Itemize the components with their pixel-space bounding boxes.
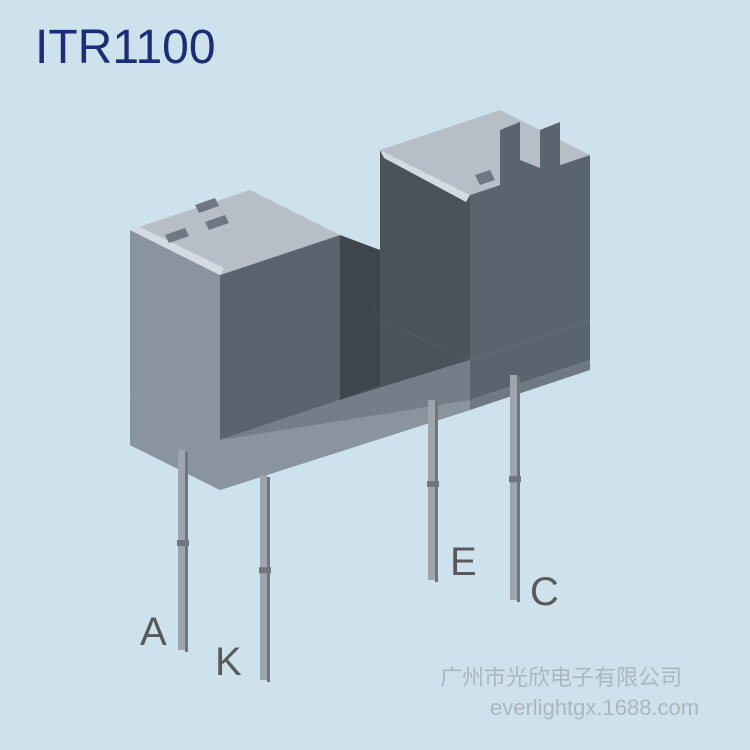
pin-label-c: C [530, 570, 559, 615]
watermark-text: 广州市光欣电子有限公司 [440, 660, 682, 692]
pin-label-a: A [140, 610, 167, 655]
diagram-canvas: ITR1100 A K E C 广州市光欣电子有限公司 everlightgx.1688… [0, 0, 750, 750]
watermark-text: everlightgx.1688.com [490, 695, 699, 721]
part-number-title: ITR1100 [35, 20, 216, 75]
component-svg [0, 0, 750, 750]
pin-label-k: K [215, 640, 242, 685]
pin-label-e: E [450, 540, 477, 585]
